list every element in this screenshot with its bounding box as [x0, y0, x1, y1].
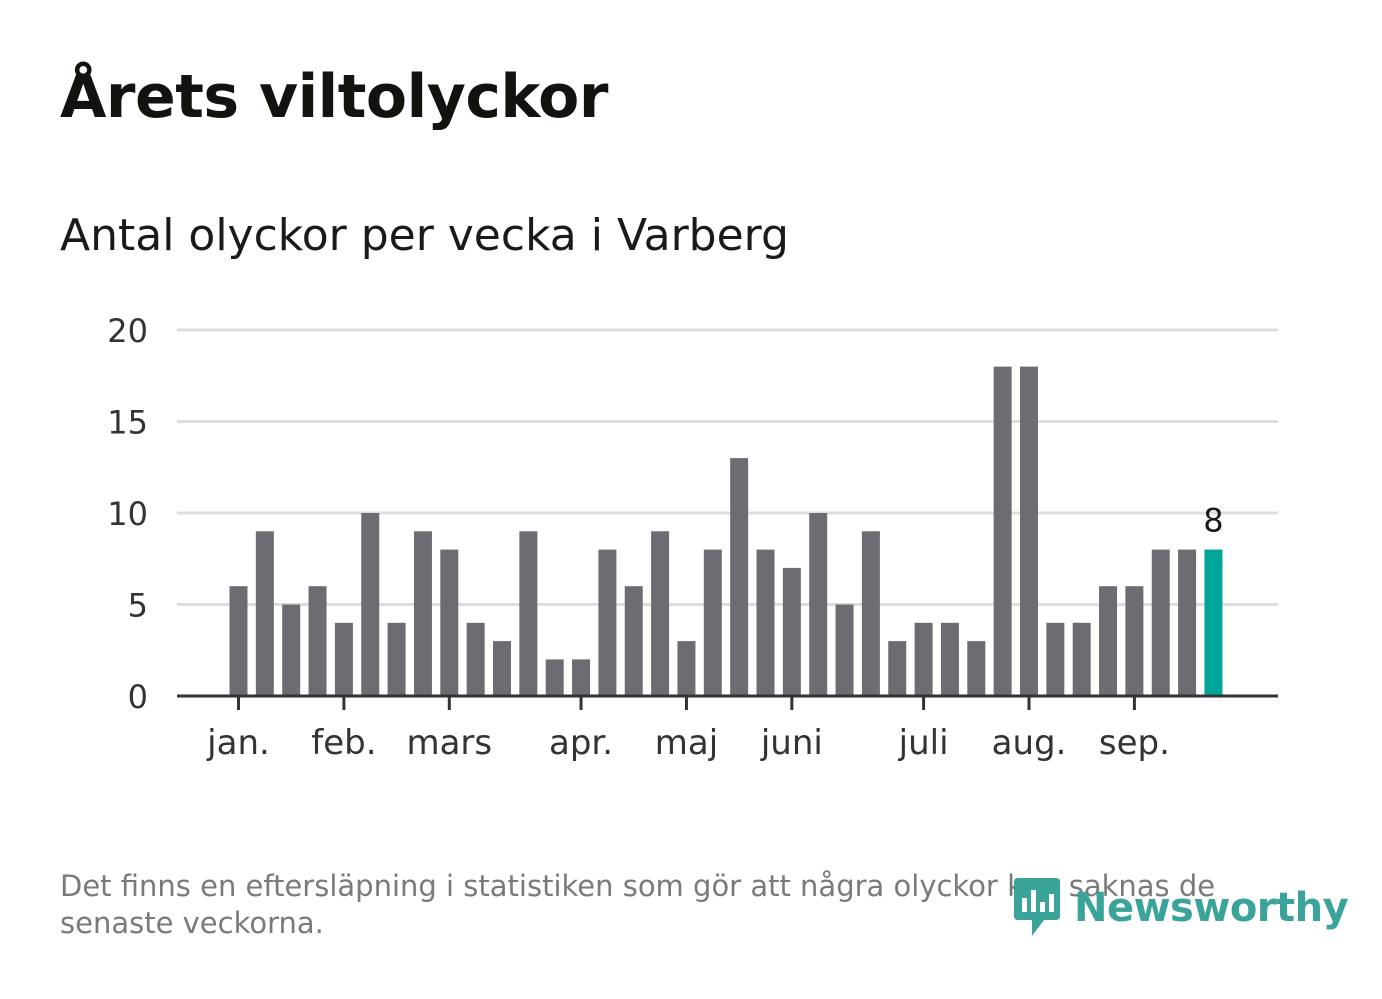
bar: [967, 641, 986, 696]
x-tick-label: aug.: [992, 723, 1067, 763]
bar: [914, 622, 933, 696]
x-tick-label: feb.: [311, 723, 376, 763]
x-axis: [177, 694, 1278, 710]
bar: [361, 513, 380, 696]
bar: [545, 659, 564, 696]
highlight-value-label: 8: [1203, 502, 1223, 540]
bar: [1072, 622, 1091, 696]
bar: [1178, 549, 1197, 696]
y-tick-label: 10: [107, 495, 148, 533]
bar: [782, 567, 801, 696]
bar: [624, 586, 643, 696]
x-tick-label: sep.: [1099, 723, 1170, 763]
bar: [703, 549, 722, 696]
bar: [413, 531, 432, 696]
bar: [1151, 549, 1170, 696]
bar: [1046, 622, 1065, 696]
bar: [493, 641, 511, 696]
chart-subtitle: Antal olyckor per vecka i Varberg: [60, 210, 789, 261]
bar: [677, 641, 696, 696]
x-tick-label: juli: [898, 723, 949, 763]
bar: [334, 622, 353, 696]
x-tick-label: apr.: [549, 723, 613, 763]
bar: [1099, 586, 1118, 696]
bar: [282, 604, 301, 696]
chart-title: Årets viltolyckor: [60, 62, 609, 132]
x-tick-label: maj: [655, 723, 718, 763]
bar: [519, 531, 538, 696]
bar: [466, 622, 485, 696]
x-tick-label: juni: [760, 723, 823, 763]
tick-labels: 0 5 10 15 20 8 jan. feb. mars apr. maj juni juli aug.…: [107, 312, 1223, 763]
logo-text: Newsworthy: [1074, 885, 1349, 931]
bar: [651, 531, 670, 696]
bar: [940, 622, 959, 696]
y-tick-label: 15: [107, 404, 148, 442]
bar: [993, 366, 1012, 696]
bar: [308, 586, 327, 696]
bar: [1125, 586, 1144, 696]
bar: [861, 531, 880, 696]
bar-chart: 0 5 10 15 20 8 jan. feb. mars apr. maj juni juli aug.…: [107, 312, 1278, 763]
x-tick-label: jan.: [206, 723, 270, 763]
bar: [572, 659, 591, 696]
y-tick-label: 20: [107, 312, 148, 350]
newsworthy-logo: Newsworthy: [1010, 876, 1349, 940]
bar: [835, 604, 854, 696]
bar: [888, 641, 907, 696]
x-tick-label: mars: [406, 723, 492, 763]
bar: [730, 458, 749, 696]
bar: [440, 549, 459, 696]
bar: [756, 549, 775, 696]
newsworthy-logo-icon: [1014, 878, 1060, 936]
gridlines: [177, 328, 1278, 606]
bar-highlight: [1204, 549, 1223, 696]
bar: [809, 513, 828, 696]
bars: [229, 366, 1223, 696]
bar: [598, 549, 617, 696]
y-tick-label: 5: [128, 587, 148, 625]
bar: [255, 531, 274, 696]
bar: [1020, 366, 1038, 696]
y-tick-label: 0: [128, 678, 148, 716]
bar: [229, 586, 248, 696]
bar: [387, 622, 406, 696]
